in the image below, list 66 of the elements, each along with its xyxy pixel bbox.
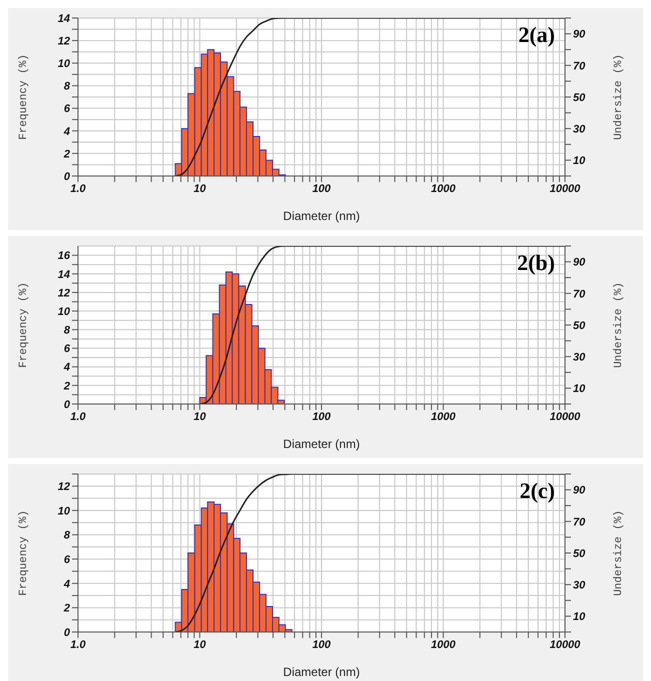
y-tick-label: 12 — [58, 35, 70, 48]
x-tick-label: 1.0 — [70, 410, 87, 423]
y-tick-label: 2 — [62, 148, 70, 160]
y-tick-label: 0 — [64, 398, 71, 411]
y-tick-label: 6 — [64, 554, 71, 566]
y2-tick-label: 90 — [573, 484, 586, 497]
y2-tick-label: 10 — [573, 611, 586, 624]
y2-tick-label: 70 — [573, 288, 586, 300]
y-tick-label: 0 — [64, 626, 71, 639]
y2-tick-label: 90 — [573, 256, 586, 269]
y-tick-label: 4 — [62, 362, 70, 374]
x-tick-label: 1000 — [431, 638, 456, 651]
y2-tick-label: 70 — [573, 516, 586, 528]
y2-tick-label: 30 — [573, 580, 586, 592]
y2-tick-label: 70 — [573, 60, 586, 72]
annotation: 2(b) — [517, 250, 555, 276]
y-tick-label: 10 — [58, 58, 71, 70]
y2-tick-label: 10 — [573, 383, 586, 396]
y2-tick-label: 90 — [573, 28, 586, 41]
y-axis-title: Frequency (%) — [18, 282, 30, 368]
y2-tick-label: 50 — [573, 92, 586, 104]
y-tick-label: 4 — [62, 578, 70, 590]
y-tick-label: 10 — [58, 505, 71, 518]
y2-tick-label: 10 — [573, 155, 586, 168]
x-tick-label: 10000 — [550, 182, 582, 195]
y2-axis-title: Undersize (%) — [612, 54, 625, 140]
y-tick-label: 14 — [58, 268, 70, 281]
y-axis-title: Frequency (%) — [18, 510, 30, 596]
x-tick-label: 100 — [312, 182, 332, 195]
y2-axis-title: Undersize (%) — [612, 282, 625, 368]
x-axis-title: Diameter (nm) — [283, 437, 360, 451]
y2-tick-label: 30 — [573, 124, 586, 136]
y-tick-label: 2 — [62, 602, 70, 615]
x-tick-label: 100 — [312, 638, 332, 651]
y2-axis-title: Undersize (%) — [612, 510, 625, 596]
y2-tick-label: 50 — [573, 548, 586, 560]
y2-tick-label: 30 — [573, 352, 586, 364]
y-tick-label: 10 — [58, 306, 71, 318]
x-tick-label: 100 — [312, 410, 332, 423]
annotation: 2(c) — [520, 478, 555, 504]
x-tick-label: 10000 — [550, 410, 582, 423]
y-tick-label: 12 — [58, 287, 70, 300]
x-axis-title: Diameter (nm) — [283, 209, 360, 223]
x-axis-title: Diameter (nm) — [283, 665, 360, 679]
y-tick-label: 4 — [62, 126, 70, 138]
y-axis-title: Frequency (%) — [18, 54, 30, 140]
x-tick-label: 10 — [194, 182, 207, 195]
y-tick-label: 8 — [64, 324, 71, 337]
y2-tick-label: 50 — [573, 320, 586, 332]
annotation: 2(a) — [518, 22, 555, 48]
y-tick-label: 6 — [64, 103, 71, 116]
y-tick-label: 12 — [58, 481, 70, 494]
x-tick-label: 10000 — [550, 638, 582, 651]
x-tick-label: 10 — [194, 638, 207, 651]
x-tick-label: 10 — [194, 410, 207, 423]
x-tick-label: 1000 — [431, 410, 456, 423]
x-tick-label: 1.0 — [70, 182, 87, 195]
y-tick-label: 0 — [64, 170, 71, 183]
y-tick-label: 16 — [58, 250, 71, 262]
x-tick-label: 1.0 — [70, 638, 87, 651]
y-tick-label: 14 — [58, 12, 70, 25]
y-tick-label: 2 — [62, 380, 70, 392]
y-tick-label: 8 — [64, 530, 71, 542]
x-tick-label: 1000 — [431, 182, 456, 195]
y-tick-label: 8 — [64, 80, 71, 93]
y-tick-label: 6 — [64, 343, 71, 356]
